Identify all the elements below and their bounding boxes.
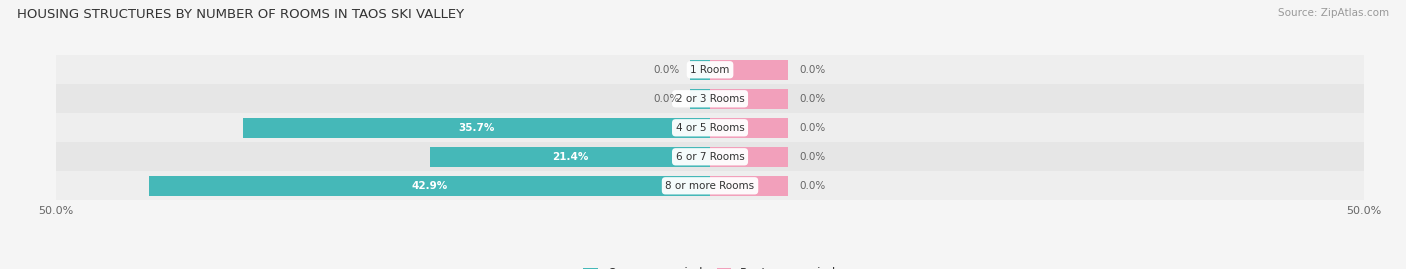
Bar: [690, 89, 710, 109]
Text: 0.0%: 0.0%: [654, 65, 681, 75]
Text: 2 or 3 Rooms: 2 or 3 Rooms: [676, 94, 744, 104]
Text: 8 or more Rooms: 8 or more Rooms: [665, 181, 755, 191]
Bar: [690, 60, 710, 80]
Bar: [710, 176, 789, 196]
Bar: [710, 60, 789, 80]
Text: 42.9%: 42.9%: [412, 181, 447, 191]
Text: Source: ZipAtlas.com: Source: ZipAtlas.com: [1278, 8, 1389, 18]
Bar: [243, 118, 710, 138]
Text: HOUSING STRUCTURES BY NUMBER OF ROOMS IN TAOS SKI VALLEY: HOUSING STRUCTURES BY NUMBER OF ROOMS IN…: [17, 8, 464, 21]
Bar: [710, 118, 789, 138]
Text: 0.0%: 0.0%: [799, 152, 825, 162]
Bar: [149, 176, 710, 196]
Legend: Owner-occupied, Renter-occupied: Owner-occupied, Renter-occupied: [579, 262, 841, 269]
Text: 6 or 7 Rooms: 6 or 7 Rooms: [676, 152, 744, 162]
Text: 35.7%: 35.7%: [458, 123, 495, 133]
Bar: [710, 89, 789, 109]
Bar: [56, 171, 1364, 200]
Bar: [710, 147, 789, 167]
Text: 0.0%: 0.0%: [799, 123, 825, 133]
Text: 0.0%: 0.0%: [654, 94, 681, 104]
Bar: [56, 55, 1364, 84]
Bar: [56, 113, 1364, 142]
Text: 4 or 5 Rooms: 4 or 5 Rooms: [676, 123, 744, 133]
Bar: [430, 147, 710, 167]
Text: 0.0%: 0.0%: [799, 181, 825, 191]
Text: 0.0%: 0.0%: [799, 65, 825, 75]
Text: 0.0%: 0.0%: [799, 94, 825, 104]
Text: 1 Room: 1 Room: [690, 65, 730, 75]
Text: 21.4%: 21.4%: [553, 152, 588, 162]
Bar: [56, 142, 1364, 171]
Bar: [56, 84, 1364, 113]
